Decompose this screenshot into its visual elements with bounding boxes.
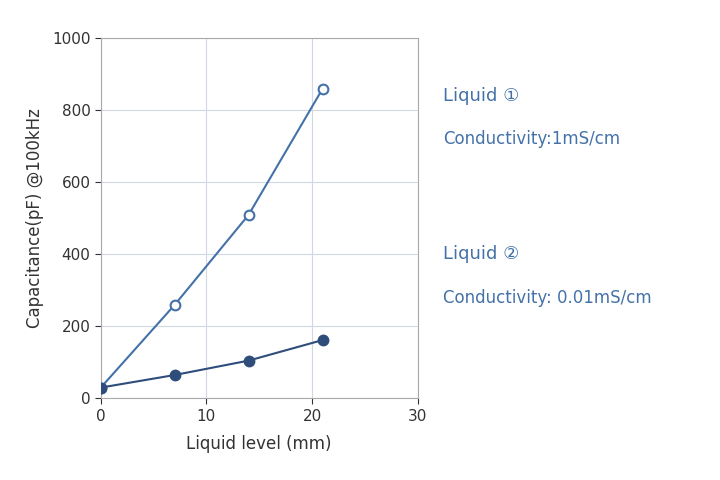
Text: Conductivity:1mS/cm: Conductivity:1mS/cm [443, 130, 620, 148]
Y-axis label: Capacitance(pF) @100kHz: Capacitance(pF) @100kHz [25, 108, 43, 328]
X-axis label: Liquid level (mm): Liquid level (mm) [186, 435, 332, 453]
Text: Conductivity: 0.01mS/cm: Conductivity: 0.01mS/cm [443, 288, 652, 307]
Text: Liquid ①: Liquid ① [443, 87, 519, 105]
Text: Liquid ②: Liquid ② [443, 245, 519, 264]
